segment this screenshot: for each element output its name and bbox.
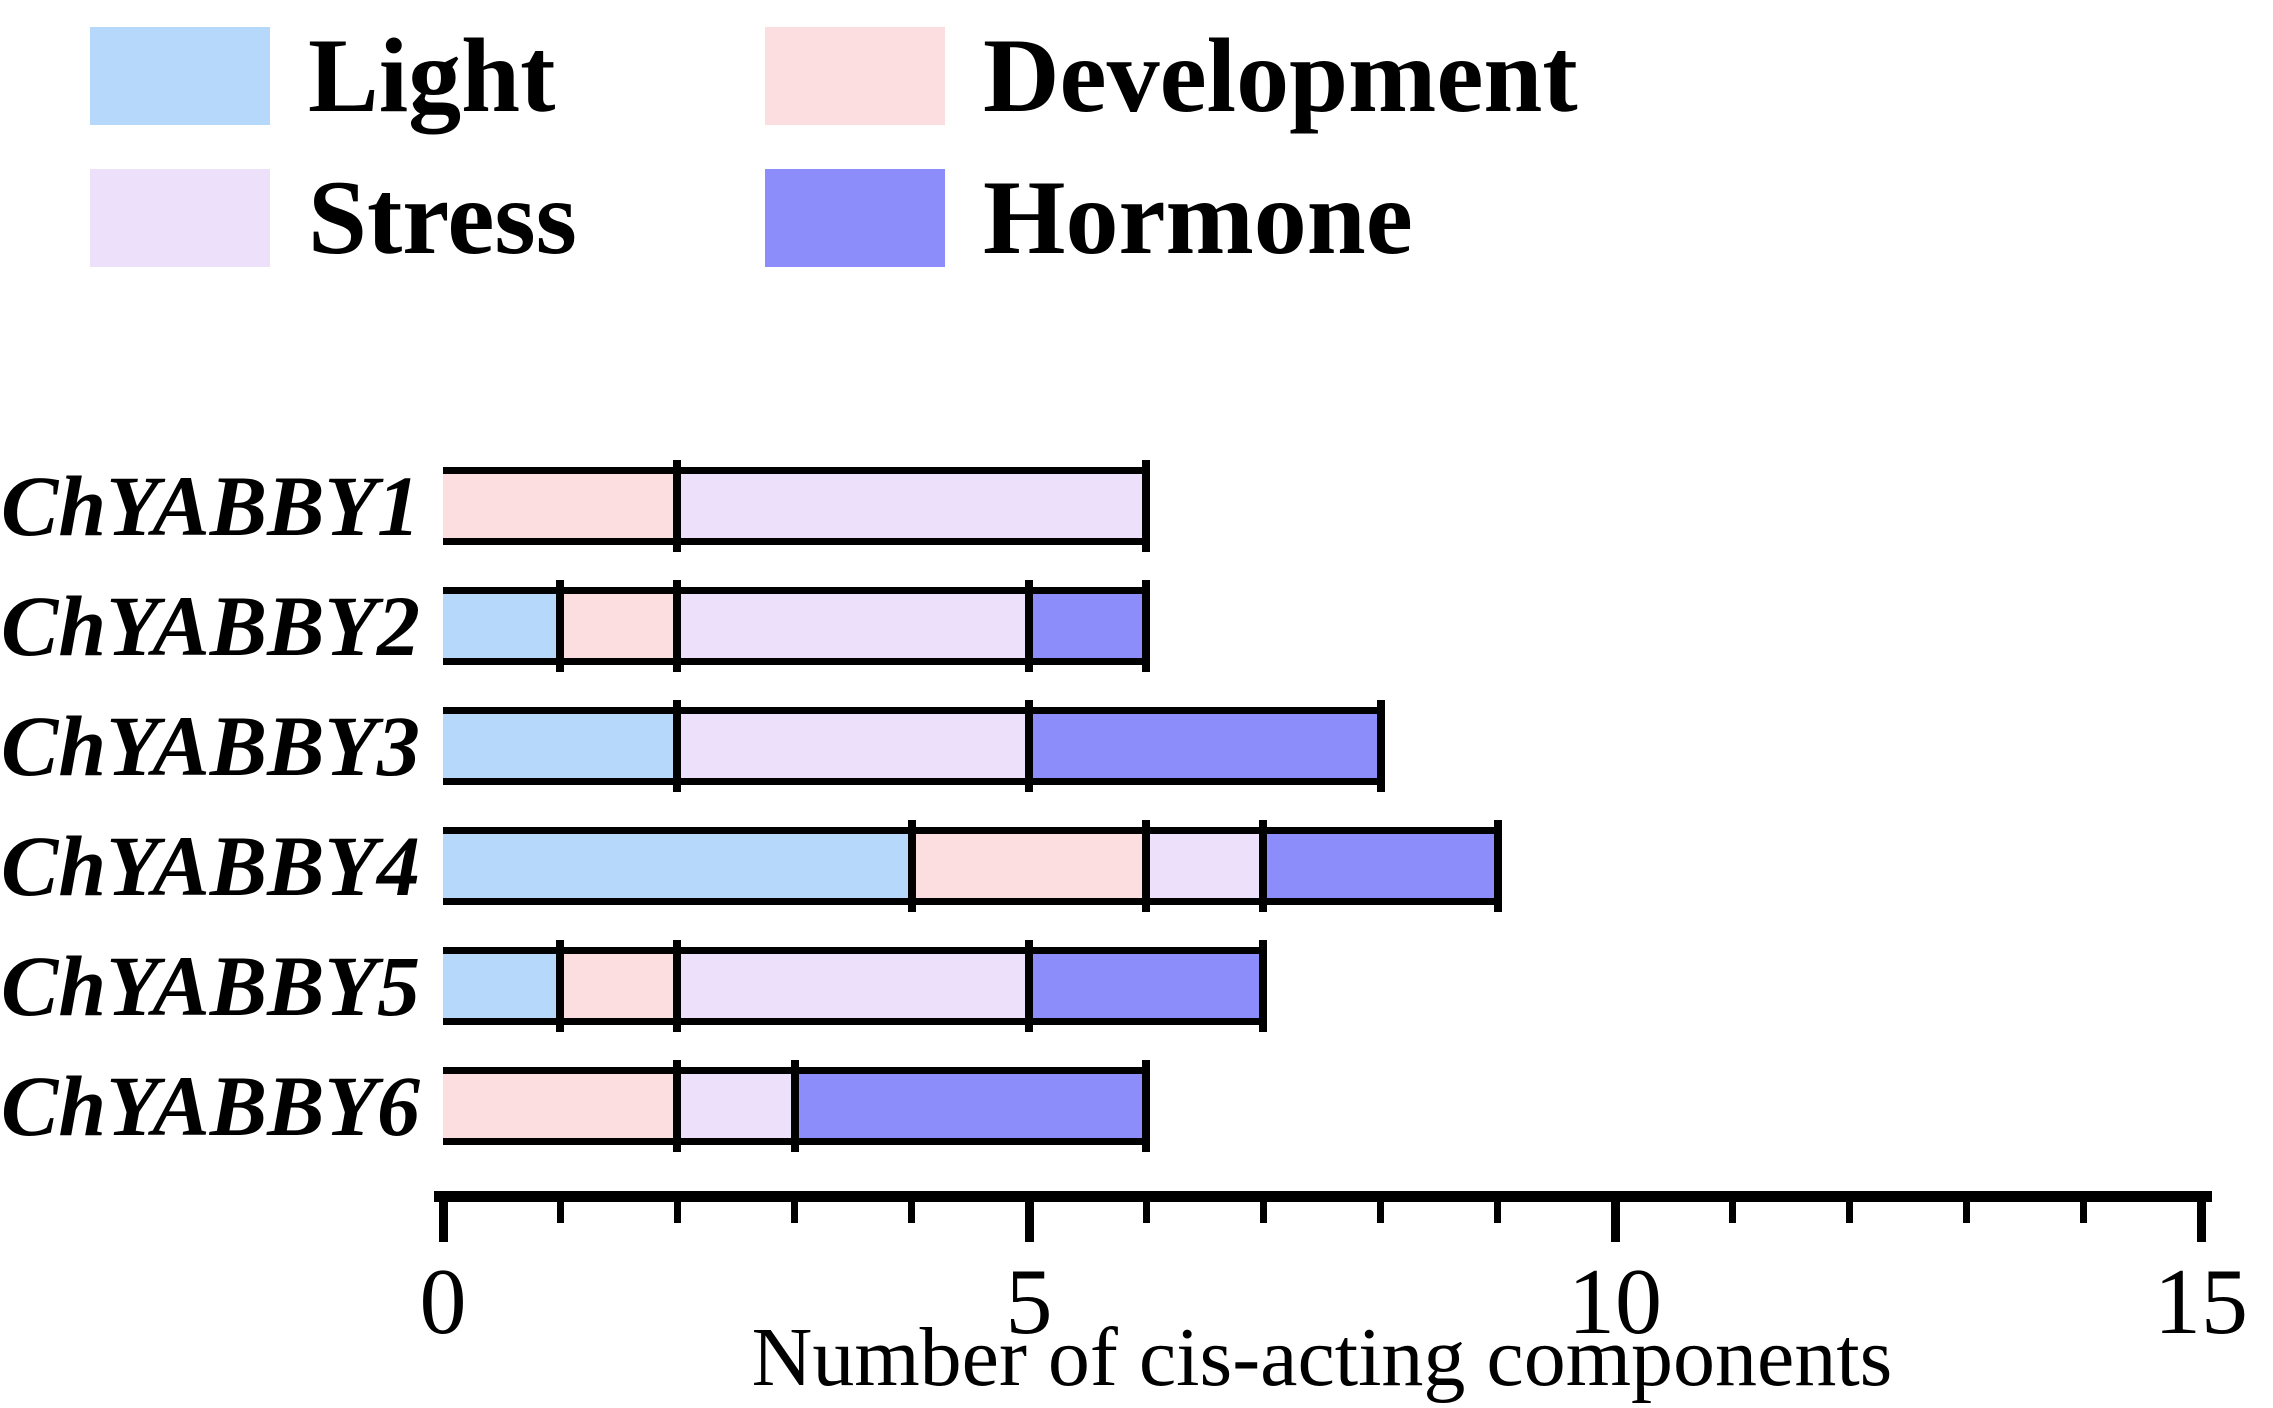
bar-segment-divider (790, 1060, 799, 1152)
bar-segment-light (443, 587, 561, 665)
row-label-chyabby6: ChYABBY6 (1, 1058, 420, 1154)
bar-segment-stress (677, 947, 1029, 1025)
row-label-chyabby4: ChYABBY4 (1, 818, 420, 914)
x-axis-minor-tick (1259, 1196, 1267, 1223)
x-axis-minor-tick (791, 1196, 799, 1223)
legend-swatch-light-icon (90, 27, 270, 125)
x-axis-minor-tick (1845, 1196, 1853, 1223)
legend-swatch-development-icon (765, 27, 945, 125)
bar-segment-development (560, 587, 678, 665)
legend-label-hormone: Hormone (983, 159, 1413, 276)
row-label-chyabby2: ChYABBY2 (1, 578, 420, 674)
bar-segment-divider (1259, 940, 1268, 1032)
legend-swatch-stress-icon (90, 169, 270, 267)
bar-segment-divider (1025, 940, 1033, 1032)
legend-item-development: Development (765, 17, 1578, 134)
bar-segment-divider (1142, 460, 1151, 552)
bar-segment-divider (907, 820, 916, 912)
x-axis-minor-tick (1142, 1196, 1150, 1223)
bar-segment-divider (1142, 1060, 1151, 1152)
x-axis-minor-tick (673, 1196, 681, 1223)
x-axis-tick-label: 5 (1005, 1250, 1053, 1354)
bar-segment-stress (1146, 827, 1264, 905)
bar-segment-development (911, 827, 1147, 905)
bar-segment-divider (673, 940, 682, 1032)
row-label-chyabby1: ChYABBY1 (1, 458, 420, 554)
x-axis-major-tick (1024, 1196, 1034, 1242)
bar-segment-divider (673, 460, 682, 552)
bar-segment-divider (556, 580, 565, 672)
bar-segment-hormone (1029, 707, 1381, 785)
x-axis-major-tick (438, 1196, 448, 1242)
x-axis-minor-tick (556, 1196, 564, 1223)
row-label-chyabby5: ChYABBY5 (1, 938, 420, 1034)
bar-segment-light (443, 707, 678, 785)
x-axis-minor-tick (1963, 1196, 1971, 1223)
legend-label-light: Light (308, 17, 556, 134)
x-axis-minor-tick (908, 1196, 916, 1223)
bar-segment-divider (556, 940, 565, 1032)
bar-segment-divider (673, 700, 682, 792)
bar-segment-divider (1142, 580, 1151, 672)
bar-segment-development (443, 467, 678, 545)
bar-segment-development (560, 947, 678, 1025)
bar-segment-stress (677, 467, 1147, 545)
bar-segment-stress (677, 587, 1029, 665)
bar-segment-divider (1025, 580, 1033, 672)
bar-segment-hormone (1029, 947, 1264, 1025)
x-axis-line (434, 1191, 2212, 1202)
x-axis-tick-label: 0 (419, 1250, 467, 1354)
x-axis-minor-tick (2080, 1196, 2088, 1223)
x-axis-minor-tick (1377, 1196, 1385, 1223)
legend-label-stress: Stress (308, 159, 577, 276)
x-axis-major-tick (2196, 1196, 2206, 1242)
row-label-chyabby3: ChYABBY3 (1, 698, 420, 794)
x-axis-minor-tick (1728, 1196, 1736, 1223)
bar-segment-divider (1376, 700, 1385, 792)
bar-segment-divider (673, 1060, 682, 1152)
bar-segment-stress (677, 707, 1029, 785)
legend-item-hormone: Hormone (765, 159, 1413, 276)
x-axis-tick-label: 10 (1568, 1250, 1662, 1354)
bar-segment-hormone (1029, 587, 1147, 665)
bar-segment-development (443, 1067, 678, 1145)
bar-segment-stress (677, 1067, 795, 1145)
legend-item-stress: Stress (90, 159, 577, 276)
x-axis-minor-tick (1494, 1196, 1502, 1223)
x-axis-major-tick (1610, 1196, 1620, 1242)
bar-segment-hormone (794, 1067, 1147, 1145)
x-axis-tick-label: 15 (2154, 1250, 2248, 1354)
legend-label-development: Development (983, 17, 1578, 134)
bar-segment-divider (1025, 700, 1033, 792)
bar-segment-light (443, 947, 561, 1025)
bar-segment-divider (1142, 820, 1151, 912)
x-axis-title: Number of cis-acting components (751, 1311, 1893, 1404)
legend-swatch-hormone-icon (765, 169, 945, 267)
legend-item-light: Light (90, 17, 556, 134)
bar-segment-divider (1493, 820, 1502, 912)
bar-segment-divider (673, 580, 682, 672)
bar-segment-light (443, 827, 912, 905)
bar-segment-divider (1259, 820, 1268, 912)
bar-segment-hormone (1263, 827, 1498, 905)
